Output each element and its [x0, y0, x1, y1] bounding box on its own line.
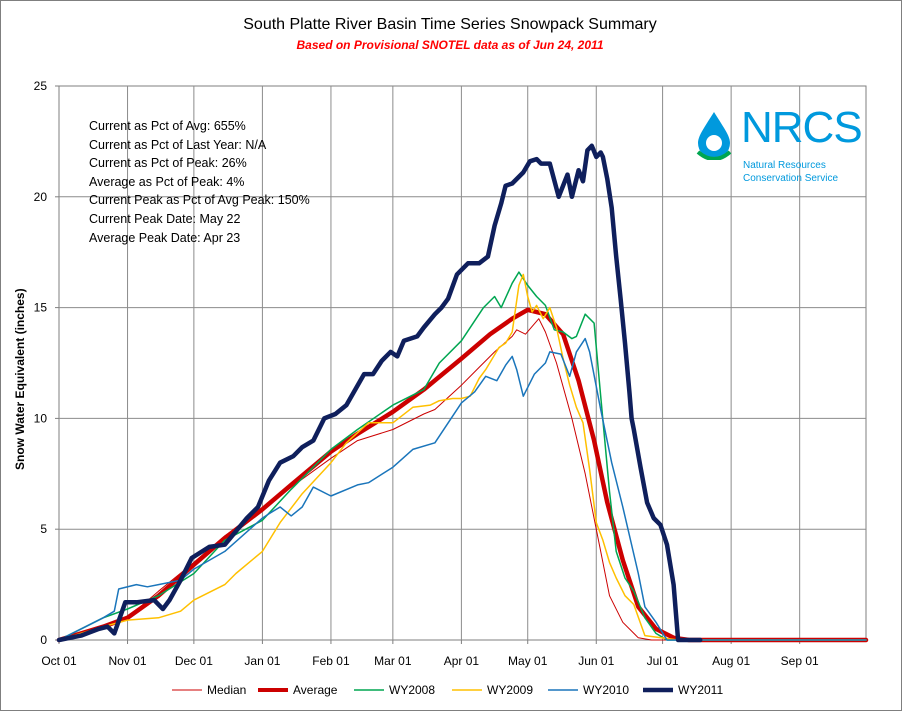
y-axis-label: Snow Water Equivalent (inches)	[13, 288, 27, 470]
legend-label-wy2009: WY2009	[487, 683, 534, 697]
y-tick-label: 25	[34, 79, 48, 93]
series-line-wy2008	[58, 271, 867, 641]
stat-current-pct-avg: Current as Pct of Avg: 655%	[89, 119, 246, 133]
logo-text: NRCS	[741, 103, 863, 152]
stat-average-pct-peak: Average as Pct of Peak: 4%	[89, 174, 245, 189]
legend-item-wy2011: WY2011	[643, 681, 723, 699]
legend-label-median: Median	[207, 683, 247, 697]
legend-swatch-wy2008	[354, 689, 384, 691]
legend-label-wy2008: WY2008	[389, 683, 436, 697]
legend-item-average: Average	[258, 681, 337, 699]
legend-item-wy2009: WY2009	[452, 681, 533, 699]
legend-swatch-average	[258, 688, 288, 692]
legend-swatch-wy2009	[452, 689, 482, 691]
stat-current-pct-peak: Current as Pct of Peak: 26%	[89, 156, 247, 171]
legend-swatch-wy2010	[548, 689, 578, 691]
y-tick-label: 10	[34, 411, 48, 425]
x-tick-label: Apr 01	[444, 654, 480, 668]
stat-average-peak-date: Average Peak Date: Apr 23	[89, 230, 241, 245]
x-tick-label: Dec 01	[175, 654, 213, 668]
chart-subtitle: Based on Provisional SNOTEL data as of J…	[296, 38, 604, 52]
legend-item-wy2010: WY2010	[548, 681, 629, 699]
x-tick-label: Jun 01	[578, 654, 614, 668]
series-line-wy2010	[58, 337, 867, 641]
x-tick-label: Oct 01	[41, 654, 77, 668]
legend-item-wy2008: WY2008	[354, 681, 435, 699]
legend-swatch-median	[172, 689, 202, 691]
x-tick-label: Sep 01	[781, 654, 819, 668]
logo-sub-1: Natural Resources	[743, 160, 826, 171]
legend-label-wy2011: WY2011	[678, 683, 724, 697]
legend-label-wy2010: WY2010	[583, 683, 630, 697]
x-tick-label: Jan 01	[244, 654, 280, 668]
water-drop-icon	[696, 112, 732, 160]
y-tick-label: 5	[40, 522, 47, 536]
legend-label-average: Average	[293, 683, 338, 697]
logo-sub-2: Conservation Service	[743, 173, 839, 184]
x-tick-label: Nov 01	[109, 654, 147, 668]
x-tick-label: Jul 01	[647, 654, 679, 668]
stat-current-pct-last-year: Current as Pct of Last Year: N/A	[89, 137, 267, 152]
y-tick-label: 15	[34, 301, 48, 315]
x-tick-label: Mar 01	[374, 654, 412, 668]
stats-box: Current as Pct of Avg: 655% Current as P…	[89, 117, 310, 247]
legend-swatch-wy2011	[643, 687, 673, 693]
x-tick-label: May 01	[508, 654, 548, 668]
stat-current-peak-date: Current Peak Date: May 22	[89, 211, 241, 226]
stat-current-peak-pct-avg-peak: Current Peak as Pct of Avg Peak: 150%	[89, 193, 310, 208]
y-tick-label: 0	[40, 633, 47, 647]
y-tick-label: 20	[34, 190, 48, 204]
legend: Median Average WY2008 WY2009 WY2010 WY20…	[0, 681, 900, 699]
series-line-wy2009	[58, 273, 867, 641]
x-tick-label: Feb 01	[312, 654, 350, 668]
chart-title: South Platte River Basin Time Series Sno…	[243, 16, 657, 33]
legend-item-median: Median	[172, 681, 246, 699]
x-tick-label: Aug 01	[712, 654, 750, 668]
series-line-wy2011	[56, 143, 703, 643]
